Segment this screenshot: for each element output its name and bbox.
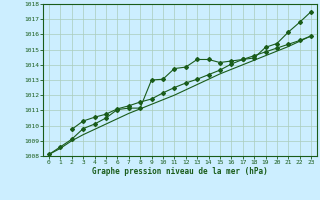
X-axis label: Graphe pression niveau de la mer (hPa): Graphe pression niveau de la mer (hPa) xyxy=(92,167,268,176)
